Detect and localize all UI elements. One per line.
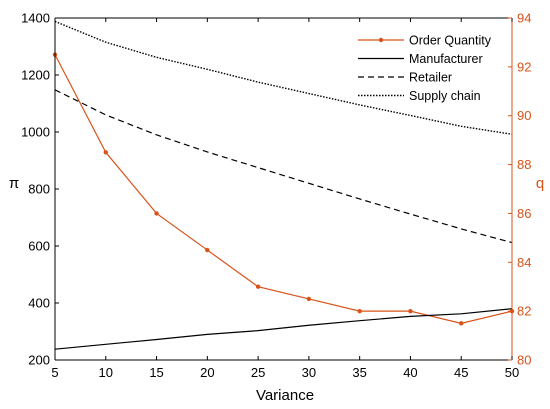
series-point-order-quantity — [255, 284, 261, 289]
axes-layer: 5 10 15 20 25 30 35 40 45 50 200 400 600 800 1000 1200 1… — [21, 11, 531, 381]
y-right-tick-label: 82 — [517, 304, 531, 319]
series-point-order-quantity — [205, 247, 210, 253]
series-line-order-quantity — [54, 54, 513, 324]
series-line-retailer — [54, 89, 513, 244]
y-left-tick-label: 600 — [28, 239, 50, 254]
x-tick-label: 45 — [454, 365, 468, 380]
legend: Order Quantity Manufacturer Retailer Supply… — [358, 34, 492, 103]
y-left-tick-label: 200 — [28, 353, 50, 368]
legend-label-manufacturer: Manufacturer — [409, 52, 483, 66]
x-tick-label: 35 — [352, 365, 366, 380]
legend-label-retailer: Retailer — [409, 71, 452, 85]
x-tick-label: 20 — [200, 365, 214, 380]
series-point-order-quantity — [408, 308, 413, 314]
series-point-order-quantity — [459, 321, 464, 326]
y-right-tick-label: 80 — [517, 353, 531, 368]
x-axis-label: Variance — [256, 387, 314, 404]
y-right-tick-label: 88 — [517, 157, 531, 172]
series-line-supply-chain — [54, 20, 513, 135]
x-tick-label: 5 — [51, 365, 58, 380]
legend-label-supply-chain: Supply chain — [409, 89, 481, 103]
series-point-order-quantity — [103, 150, 108, 155]
series-layer — [52, 20, 515, 350]
series-line-manufacturer — [54, 308, 513, 350]
x-tick-label: 25 — [251, 365, 265, 380]
series-point-order-quantity — [154, 211, 159, 216]
y-right-tick-label: 92 — [517, 59, 531, 74]
y-right-tick-label: 86 — [517, 206, 531, 221]
y-left-tick-label: 400 — [28, 296, 50, 311]
y-left-tick-label: 1400 — [21, 11, 50, 26]
y-axis-right-label: q — [536, 175, 544, 192]
x-tick-label: 10 — [99, 365, 113, 380]
x-tick-label: 30 — [302, 365, 316, 380]
y-right-tick-label: 94 — [517, 11, 531, 26]
x-tick-label: 15 — [149, 365, 163, 380]
series-point-order-quantity — [306, 296, 312, 302]
y-left-tick-label: 1200 — [21, 68, 50, 83]
legend-marker-order-quantity — [378, 37, 384, 43]
x-tick-label: 40 — [403, 365, 417, 380]
series-point-order-quantity — [357, 308, 362, 314]
y-left-tick-label: 800 — [28, 182, 50, 197]
legend-label-order-quantity: Order Quantity — [409, 34, 492, 48]
x-tick-label: 50 — [505, 365, 519, 380]
y-axis-left-label: π — [9, 175, 19, 192]
y-right-tick-label: 90 — [517, 108, 531, 123]
y-left-tick-label: 1000 — [21, 125, 50, 140]
y-right-tick-label: 84 — [517, 255, 531, 270]
